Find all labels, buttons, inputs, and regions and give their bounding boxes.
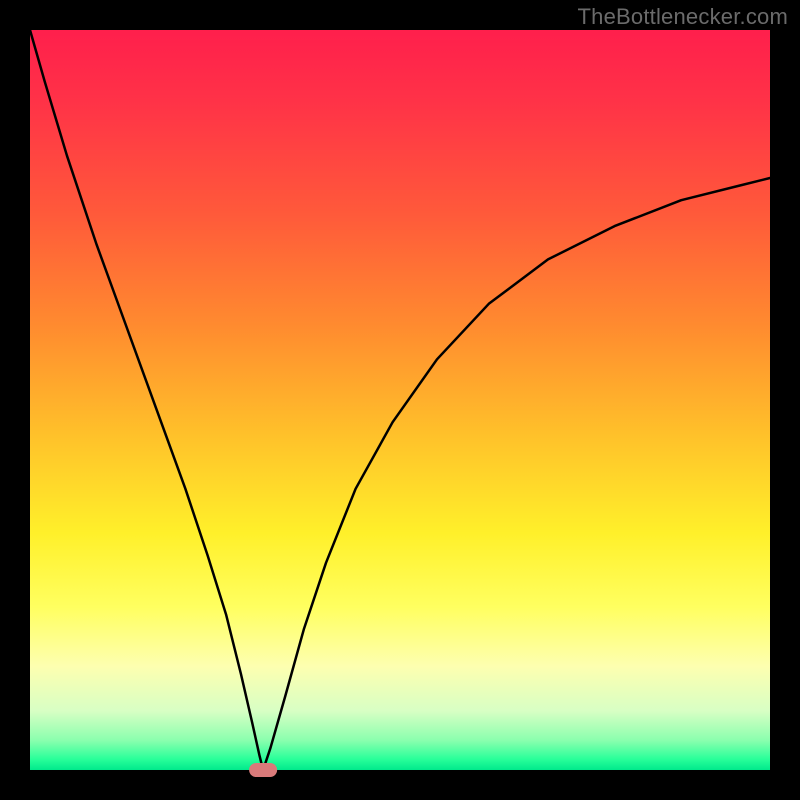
watermark-text: TheBottlenecker.com <box>578 4 788 30</box>
bottleneck-chart <box>0 0 800 800</box>
plot-area <box>30 30 770 770</box>
chart-frame: TheBottlenecker.com <box>0 0 800 800</box>
min-marker <box>249 763 277 777</box>
